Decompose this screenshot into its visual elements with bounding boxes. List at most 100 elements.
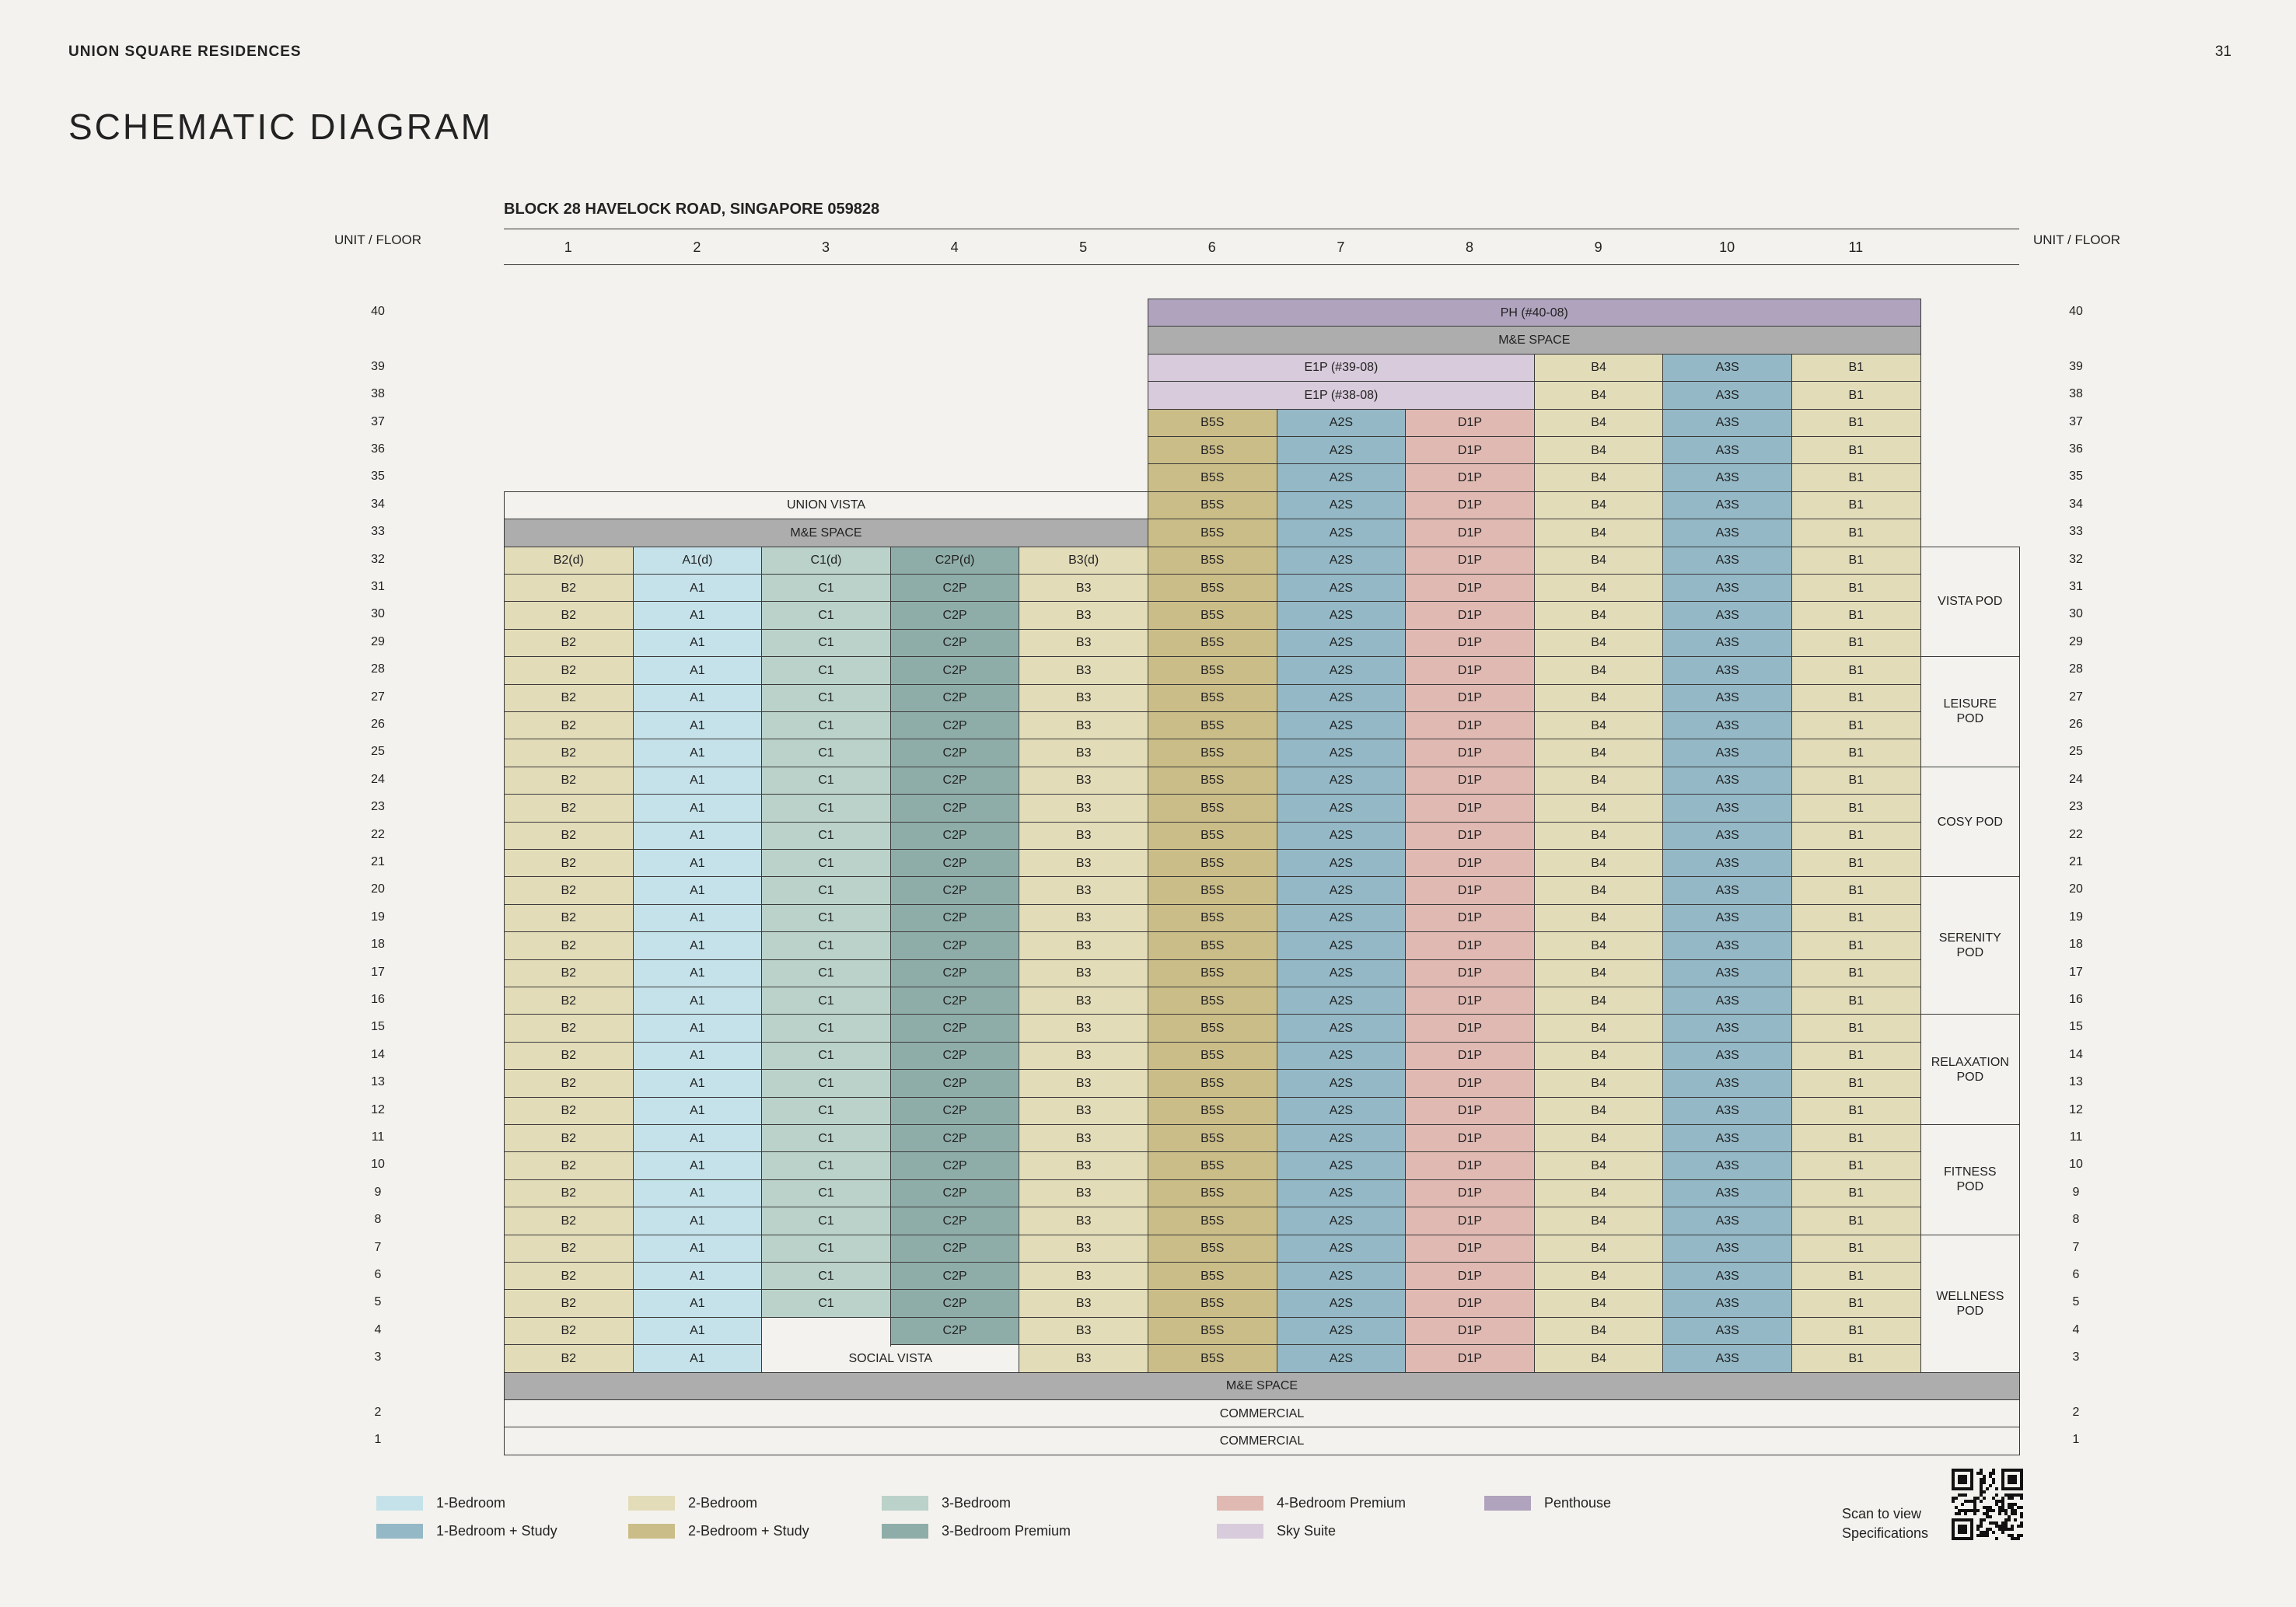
unit-cell[interactable]: A3S [1662,381,1792,410]
unit-cell[interactable]: B2 [504,1179,634,1208]
unit-cell[interactable]: A3S [1662,1289,1792,1318]
unit-cell[interactable]: A2S [1276,1014,1407,1043]
unit-cell[interactable]: C1 [761,766,891,795]
unit-cell[interactable]: B4 [1533,436,1664,465]
unit-cell[interactable]: B1 [1791,1096,1921,1125]
unit-cell[interactable]: B4 [1533,821,1664,850]
unit-cell[interactable]: B1 [1791,1151,1921,1180]
unit-cell[interactable]: B5S [1148,1179,1277,1208]
unit-cell[interactable]: A2S [1276,987,1407,1015]
unit-cell[interactable]: B5S [1148,987,1277,1015]
unit-cell[interactable]: A2S [1276,683,1407,712]
unit-cell[interactable]: D1P [1405,628,1535,658]
unit-cell[interactable]: C1 [761,987,891,1015]
unit-cell[interactable]: B1 [1791,1289,1921,1318]
unit-cell[interactable]: A3S [1662,574,1792,603]
unit-cell[interactable]: A3S [1662,1151,1792,1180]
unit-cell[interactable]: A3S [1662,656,1792,685]
unit-cell[interactable]: A3S [1662,436,1792,465]
unit-cell[interactable]: C2P [889,1234,1020,1263]
unit-cell[interactable]: B2 [504,1124,634,1153]
unit-cell[interactable]: A3S [1662,546,1792,575]
unit-cell[interactable]: A3S [1662,1069,1792,1098]
unit-cell[interactable]: B2 [504,1041,634,1071]
unit-cell[interactable]: A2S [1276,1289,1407,1318]
unit-cell[interactable]: B1 [1791,381,1921,410]
unit-cell[interactable]: A2S [1276,711,1407,740]
unit-cell[interactable]: B2 [504,849,634,878]
unit-cell[interactable]: B3 [1019,1289,1148,1318]
unit-cell[interactable]: B2 [504,711,634,740]
unit-cell[interactable]: D1P [1405,1151,1535,1180]
unit-cell[interactable]: B5S [1148,821,1277,850]
unit-cell[interactable]: B1 [1791,959,1921,987]
unit-cell[interactable]: B2 [504,739,634,767]
unit-cell[interactable]: B4 [1533,656,1664,685]
unit-cell[interactable]: B2 [504,601,634,630]
unit-cell[interactable]: A2S [1276,931,1407,960]
unit-cell[interactable]: A3S [1662,1207,1792,1235]
unit-cell[interactable]: B4 [1533,766,1664,795]
unit-cell[interactable]: D1P [1405,931,1535,960]
unit-cell[interactable]: B3 [1019,794,1148,823]
unit-cell[interactable]: A1 [632,1096,763,1125]
unit-cell[interactable]: C1 [761,711,891,740]
unit-cell[interactable]: A1 [632,1014,763,1043]
unit-cell[interactable]: C2P [889,656,1020,685]
unit-cell[interactable]: C1 [761,1262,891,1291]
unit-cell[interactable]: D1P [1405,1234,1535,1263]
unit-cell[interactable]: B5S [1148,519,1277,547]
unit-cell[interactable]: C2P [889,1207,1020,1235]
unit-cell[interactable]: C1 [761,1179,891,1208]
unit-cell[interactable]: A1(d) [632,546,763,575]
unit-cell[interactable]: B1 [1791,987,1921,1015]
unit-cell[interactable]: B5S [1148,959,1277,987]
unit-cell[interactable]: B1 [1791,876,1921,905]
unit-cell[interactable]: C2P [889,1262,1020,1291]
unit-cell[interactable]: C1 [761,656,891,685]
unit-cell[interactable]: B3 [1019,849,1148,878]
unit-cell[interactable]: A1 [632,1069,763,1098]
unit-cell[interactable]: A2S [1276,1151,1407,1180]
unit-cell[interactable]: A1 [632,1344,763,1373]
unit-cell[interactable]: C2P [889,1316,1020,1346]
unit-cell[interactable]: B2 [504,1344,634,1373]
unit-cell[interactable]: B1 [1791,794,1921,823]
unit-cell[interactable]: C2P [889,1151,1020,1180]
unit-cell[interactable]: B5S [1148,1344,1277,1373]
unit-cell[interactable]: B4 [1533,546,1664,575]
unit-cell[interactable]: B4 [1533,1316,1664,1346]
unit-cell[interactable]: A2S [1276,876,1407,905]
unit-cell[interactable]: B1 [1791,849,1921,878]
unit-cell[interactable]: B4 [1533,876,1664,905]
unit-cell[interactable]: B2 [504,903,634,933]
unit-cell[interactable]: A2S [1276,739,1407,767]
unit-cell[interactable]: B3 [1019,1207,1148,1235]
unit-cell[interactable]: D1P [1405,1344,1535,1373]
unit-cell[interactable]: B2 [504,1069,634,1098]
unit-cell[interactable]: B1 [1791,1179,1921,1208]
unit-cell[interactable]: A3S [1662,519,1792,547]
unit-cell[interactable]: B3 [1019,1262,1148,1291]
unit-cell[interactable]: A3S [1662,1096,1792,1125]
unit-cell[interactable]: A1 [632,1262,763,1291]
unit-cell[interactable]: C1 [761,628,891,658]
unit-cell[interactable]: D1P [1405,766,1535,795]
unit-cell[interactable]: B1 [1791,408,1921,437]
unit-cell[interactable]: C1 [761,574,891,603]
unit-cell[interactable]: B3(d) [1019,546,1148,575]
unit-cell[interactable]: B4 [1533,628,1664,658]
unit-cell[interactable]: B1 [1791,628,1921,658]
unit-cell[interactable]: B3 [1019,1014,1148,1043]
unit-cell[interactable]: A1 [632,903,763,933]
unit-cell[interactable]: A2S [1276,491,1407,520]
unit-cell[interactable]: D1P [1405,1069,1535,1098]
unit-cell[interactable]: D1P [1405,683,1535,712]
unit-cell[interactable]: A3S [1662,683,1792,712]
unit-cell[interactable]: A1 [632,1179,763,1208]
unit-cell[interactable]: A1 [632,987,763,1015]
unit-cell[interactable]: C2P [889,903,1020,933]
unit-cell[interactable]: B4 [1533,1014,1664,1043]
unit-cell[interactable]: A3S [1662,628,1792,658]
unit-cell[interactable]: B4 [1533,849,1664,878]
